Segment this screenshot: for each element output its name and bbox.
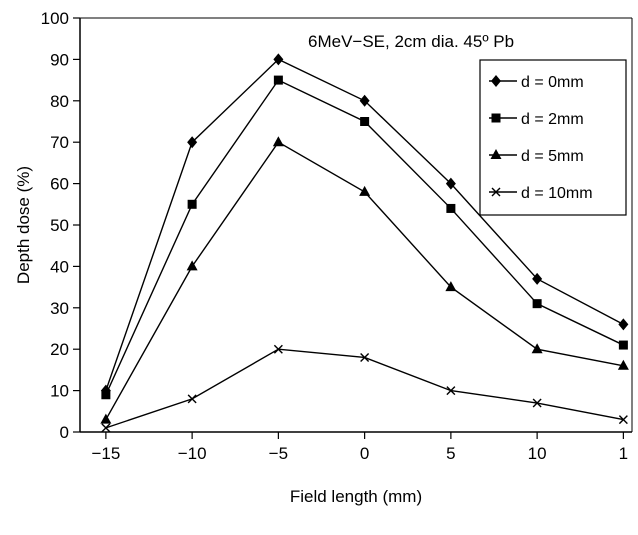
y-tick-label: 50 <box>50 216 69 235</box>
diamond-marker <box>359 94 370 107</box>
x-tick-label: 0 <box>360 444 369 463</box>
cross-marker <box>360 352 370 362</box>
legend-item: d = 5mm <box>489 148 584 165</box>
y-tick-label: 20 <box>50 340 69 359</box>
legend-item: d = 10mm <box>489 185 593 202</box>
legend-item: d = 2mm <box>489 111 584 128</box>
triangle-marker <box>445 281 457 292</box>
diamond-marker <box>187 136 198 149</box>
x-tick-label: 5 <box>446 444 455 463</box>
square-marker <box>446 203 456 213</box>
series-line <box>105 348 624 429</box>
x-tick-label: 10 <box>528 444 547 463</box>
y-tick-label: 30 <box>50 299 69 318</box>
diamond-marker <box>618 318 629 331</box>
series-cross <box>101 344 628 433</box>
square-marker <box>360 117 370 126</box>
series-square <box>101 75 628 400</box>
triangle-marker <box>100 413 112 424</box>
square-marker <box>101 390 111 400</box>
x-ticks: −15 −10 −5 0 5 10 1 <box>91 432 628 463</box>
legend: d = 0mm d = 2mm d = 5mm d = 10mm <box>479 59 627 216</box>
triangle-marker <box>490 149 502 159</box>
triangle-marker <box>272 136 284 147</box>
legend-label: d = 10mm <box>521 185 593 202</box>
series-layer <box>100 53 629 433</box>
legend-item: d = 0mm <box>489 74 584 91</box>
diamond-marker <box>445 177 456 190</box>
y-tick-label: 80 <box>50 92 69 111</box>
square-marker <box>187 199 197 209</box>
cross-marker <box>101 423 111 433</box>
triangle-marker <box>186 260 198 271</box>
x-tick-label: −10 <box>178 444 207 463</box>
chart-annotation: 6MeV−SE, 2cm dia. 45º Pb <box>308 32 514 51</box>
y-tick-label: 100 <box>41 9 69 28</box>
x-tick-label: −15 <box>91 444 120 463</box>
y-axis-title: Depth dose (%) <box>14 166 33 284</box>
diamond-marker <box>491 75 501 87</box>
square-marker <box>618 340 628 350</box>
x-axis-title: Field length (mm) <box>290 487 422 506</box>
triangle-marker <box>359 185 371 196</box>
cross-marker <box>273 344 283 354</box>
y-tick-label: 90 <box>50 50 69 69</box>
cross-marker <box>532 398 542 408</box>
cross-marker <box>187 394 197 404</box>
triangle-marker <box>531 343 543 354</box>
cross-marker <box>446 386 456 396</box>
square-marker <box>532 299 542 309</box>
diamond-marker <box>273 53 284 66</box>
cross-marker <box>618 415 628 425</box>
y-tick-label: 70 <box>50 133 69 152</box>
legend-label: d = 2mm <box>521 111 584 128</box>
diamond-marker <box>532 272 543 285</box>
legend-label: d = 5mm <box>521 148 584 165</box>
y-tick-label: 10 <box>50 382 69 401</box>
x-tick-label: −5 <box>269 444 288 463</box>
cross-marker <box>491 187 501 197</box>
x-tick-label: 1 <box>619 444 628 463</box>
y-tick-label: 0 <box>60 423 69 442</box>
y-tick-label: 40 <box>50 257 69 276</box>
square-marker <box>491 113 501 123</box>
y-tick-label: 60 <box>50 175 69 194</box>
y-ticks: 0 10 20 30 40 50 60 70 80 90 100 <box>41 9 80 442</box>
legend-box <box>479 59 627 216</box>
series-triangle <box>100 136 629 424</box>
square-marker <box>273 75 283 85</box>
triangle-marker <box>617 359 629 370</box>
legend-label: d = 0mm <box>521 74 584 91</box>
